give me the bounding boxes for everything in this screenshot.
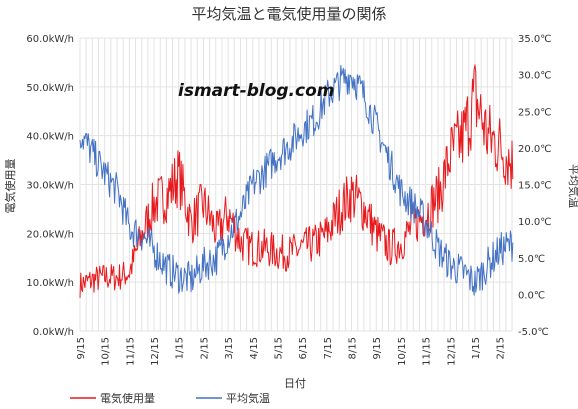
x-tick-label: 12/15	[150, 337, 161, 366]
y-left-tick-label: 60.0kW/h	[26, 34, 74, 45]
y-right-tick-label: 10.0℃	[518, 217, 552, 228]
watermark-text: ismart-blog.com	[178, 81, 334, 101]
y-right-tick-label: 20.0℃	[518, 144, 552, 155]
x-tick-label: 2/15	[199, 337, 210, 359]
y-axis-right-title: 平均気温	[567, 164, 578, 208]
y-right-tick-label: 25.0℃	[518, 107, 552, 118]
y-right-tick-label: 35.0℃	[518, 34, 552, 45]
x-tick-label: 11/15	[422, 337, 433, 366]
y-left-tick-label: 50.0kW/h	[26, 83, 74, 94]
y-left-tick-label: 10.0kW/h	[26, 278, 74, 289]
y-right-tick-label: -5.0℃	[518, 327, 549, 338]
y-right-tick-label: 5.0℃	[518, 254, 545, 265]
right-axis-ticks: -5.0℃ 0.0℃ 5.0℃ 10.0℃ 15.0℃ 20.0℃ 25.0℃ 30.0℃ 35…	[518, 34, 552, 338]
x-tick-label: 9/15	[372, 337, 383, 359]
x-tick-label: 12/15	[446, 337, 457, 366]
x-tick-label: 8/15	[348, 337, 359, 359]
x-tick-label: 10/15	[397, 337, 408, 366]
x-tick-label: 6/15	[298, 337, 309, 359]
legend-label-temperature: 平均気温	[226, 391, 270, 405]
series-line-temperature	[79, 65, 514, 296]
legend: 電気使用量 平均気温	[70, 391, 270, 405]
x-tick-label: 9/15	[76, 337, 87, 359]
x-tick-label: 7/15	[323, 337, 334, 359]
x-tick-label: 2/15	[496, 337, 507, 359]
y-left-tick-label: 20.0kW/h	[26, 229, 74, 240]
x-tick-label: 4/15	[249, 337, 260, 359]
y-left-tick-label: 40.0kW/h	[26, 132, 74, 143]
x-tick-label: 1/15	[471, 337, 482, 359]
x-tick-label: 1/15	[175, 337, 186, 359]
series-layer	[79, 64, 514, 298]
x-axis-ticks: 9/15 10/15 11/15 12/15 1/15 2/15 3/15 4/15 5/15 6…	[76, 337, 507, 366]
left-axis-ticks: 0.0kW/h 10.0kW/h 20.0kW/h 30.0kW/h 40.0kW/h 5…	[26, 34, 74, 338]
x-tick-label: 10/15	[101, 337, 112, 366]
y-axis-left-title: 電気使用量	[3, 159, 17, 214]
y-right-tick-label: 0.0℃	[518, 290, 545, 301]
y-right-tick-label: 30.0℃	[518, 71, 552, 82]
y-left-tick-label: 0.0kW/h	[33, 327, 74, 338]
x-tick-label: 3/15	[224, 337, 235, 359]
y-right-tick-label: 15.0℃	[518, 181, 552, 192]
x-tick-label: 5/15	[273, 337, 284, 359]
y-left-tick-label: 30.0kW/h	[26, 181, 74, 192]
series-line-electricity	[79, 64, 514, 298]
chart-title: 平均気温と電気使用量の関係	[191, 5, 386, 23]
legend-label-electricity: 電気使用量	[100, 391, 155, 405]
x-axis-title: 日付	[284, 377, 306, 390]
x-tick-label: 11/15	[125, 337, 136, 366]
